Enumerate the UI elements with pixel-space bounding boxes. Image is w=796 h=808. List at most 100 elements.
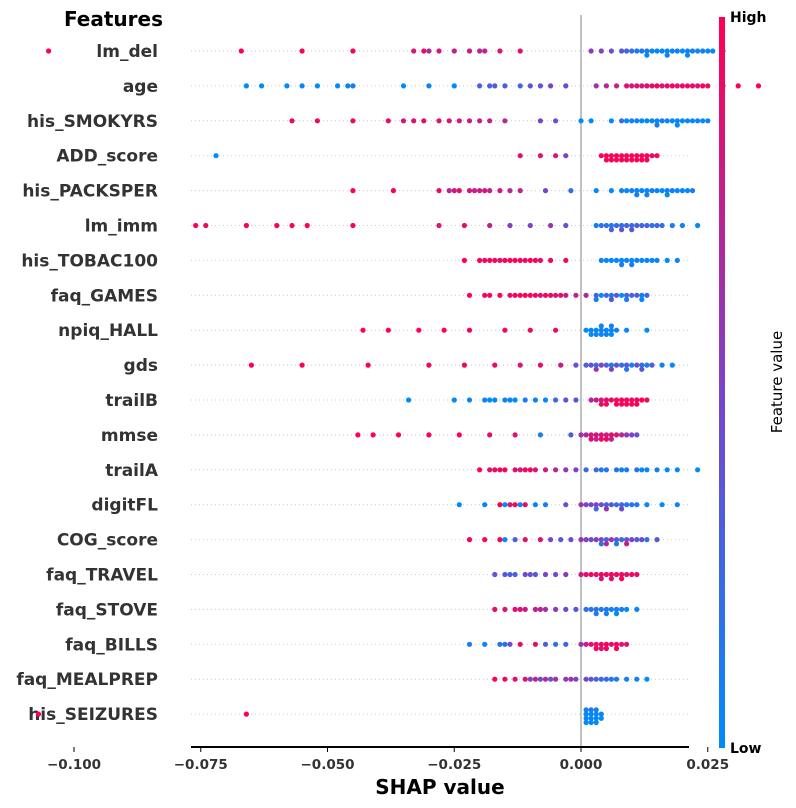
point-gds-5: [492, 362, 498, 368]
point-digitFL-15: [598, 502, 604, 508]
point-faq_BILLS-23: [598, 645, 604, 652]
point-lm_imm-20: [624, 222, 630, 229]
point-faq_GAMES-0: [466, 292, 473, 298]
point-lm_del-31: [689, 48, 696, 54]
point-his_PACKSPER-10: [456, 188, 462, 194]
point-his_SMOKYRS-33: [644, 118, 650, 124]
point-COG_score-17: [613, 537, 620, 543]
point-trailB-7: [522, 397, 528, 403]
point-gds-17: [619, 362, 625, 368]
point-his_TOBAC100-13: [563, 257, 569, 263]
feature-label-lm_imm: lm_imm: [85, 217, 158, 237]
point-mmse-25: [603, 436, 610, 442]
point-faq_GAMES-27: [639, 292, 645, 298]
point-ADD_score-16: [644, 153, 650, 159]
point-lm_imm-2: [243, 222, 249, 229]
point-faq_MEALPREP-3: [522, 676, 528, 682]
point-his_PACKSPER-18: [619, 188, 625, 194]
point-his_SEIZURES-1: [243, 711, 249, 717]
point-his_SEIZURES-9: [588, 707, 594, 713]
point-ADD_score-26: [603, 157, 610, 163]
point-age-36: [659, 83, 665, 89]
point-lm_del-27: [669, 48, 675, 54]
point-age-1: [259, 83, 265, 89]
point-lm_imm-32: [619, 227, 625, 233]
point-npiq_HALL-2: [416, 327, 422, 333]
point-COG_score-25: [598, 541, 604, 547]
point-faq_MEALPREP-19: [598, 676, 604, 682]
point-his_SMOKYRS-37: [654, 122, 660, 128]
shap-points: [35, 48, 762, 726]
point-his_TOBAC100-11: [522, 257, 528, 263]
point-faq_MEALPREP-1: [502, 676, 508, 682]
point-trailB-33: [629, 401, 635, 407]
point-gds-2: [365, 362, 371, 368]
point-his_SMOKYRS-13: [537, 118, 544, 124]
point-his_SMOKYRS-4: [411, 118, 417, 124]
point-faq_MEALPREP-12: [568, 676, 574, 682]
point-npiq_HALL-13: [608, 327, 615, 333]
point-npiq_HALL-17: [588, 331, 594, 337]
point-his_TOBAC100-22: [634, 257, 640, 263]
point-lm_del-32: [695, 48, 701, 54]
x-tick-label-6: 0.000: [560, 757, 603, 773]
point-faq_GAMES-22: [634, 292, 640, 298]
point-faq_TRAVEL-5: [542, 571, 549, 578]
point-lm_del-16: [598, 48, 604, 54]
point-faq_MEALPREP-8: [573, 676, 579, 682]
point-lm_del-23: [649, 48, 655, 54]
point-digitFL-16: [603, 502, 610, 508]
point-digitFL-14: [593, 502, 599, 508]
point-faq_BILLS-18: [619, 641, 625, 647]
point-digitFL-12: [583, 502, 589, 508]
point-faq_GAMES-24: [593, 296, 599, 303]
point-gds-21: [639, 362, 645, 368]
point-faq_MEALPREP-13: [593, 676, 599, 682]
point-faq_TRAVEL-4: [532, 571, 539, 578]
point-his_PACKSPER-24: [649, 188, 655, 194]
point-digitFL-22: [634, 502, 640, 508]
feature-label-faq_STOVE: faq_STOVE: [56, 600, 158, 620]
point-his_PACKSPER-25: [654, 188, 660, 194]
point-age-9: [426, 83, 432, 89]
point-mmse-8: [568, 432, 574, 438]
point-his_SMOKYRS-10: [421, 118, 427, 124]
point-trailA-3: [512, 467, 518, 473]
point-gds-14: [603, 362, 610, 368]
point-COG_score-24: [654, 537, 660, 543]
point-ADD_score-11: [619, 153, 625, 159]
point-npiq_HALL-12: [603, 327, 610, 333]
point-age-22: [613, 83, 620, 89]
point-npiq_HALL-5: [502, 327, 508, 333]
point-age-24: [634, 83, 640, 89]
point-his_PACKSPER-31: [684, 188, 691, 194]
point-mmse-24: [593, 436, 599, 442]
point-lm_del-29: [679, 48, 686, 54]
point-faq_GAMES-18: [593, 292, 599, 298]
point-his_SMOKYRS-24: [659, 118, 665, 124]
point-his_SMOKYRS-18: [608, 118, 615, 124]
point-his_TOBAC100-26: [654, 257, 660, 263]
point-his_TOBAC100-12: [482, 257, 488, 263]
point-trailA-24: [695, 467, 701, 473]
point-lm_del-13: [426, 48, 432, 54]
point-digitFL-26: [603, 506, 610, 512]
point-faq_GAMES-4: [522, 292, 528, 298]
point-gds-20: [634, 362, 640, 368]
point-his_TOBAC100-21: [629, 257, 635, 263]
x-tick-label-4: −0.050: [300, 757, 354, 773]
point-faq_TRAVEL-18: [619, 571, 625, 578]
point-faq_TRAVEL-22: [608, 576, 615, 582]
point-his_PACKSPER-16: [593, 188, 599, 194]
point-trailA-27: [639, 467, 645, 473]
point-faq_TRAVEL-7: [563, 571, 569, 578]
point-digitFL-1: [482, 502, 488, 508]
point-his_SMOKYRS-15: [477, 118, 483, 124]
feature-label-COG_score: COG_score: [57, 531, 158, 551]
point-his_SMOKYRS-26: [669, 118, 675, 124]
point-trailB-18: [603, 397, 610, 403]
point-trailB-12: [573, 397, 579, 403]
point-his_SEIZURES-0: [35, 711, 42, 717]
point-his_SMOKYRS-23: [654, 118, 660, 124]
point-lm_del-11: [497, 48, 503, 54]
